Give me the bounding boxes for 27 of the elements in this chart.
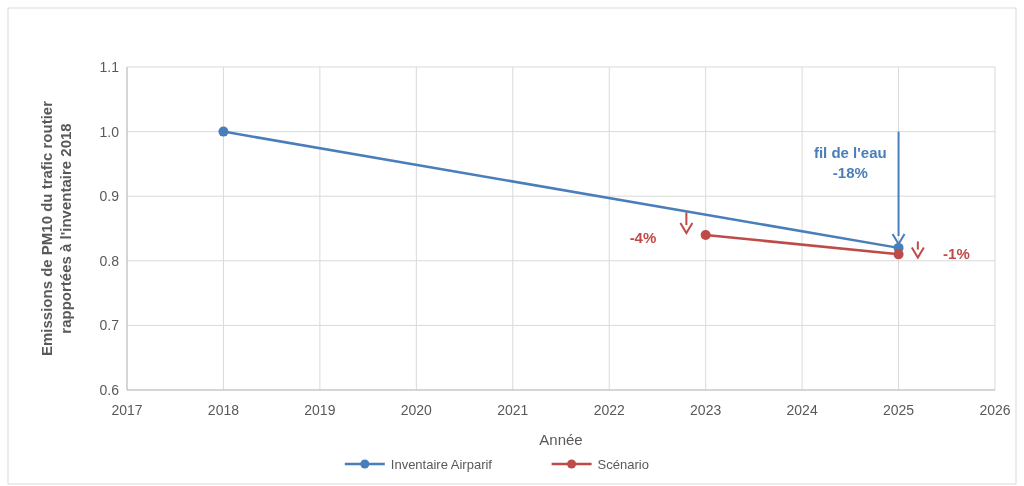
annotation: -4% — [629, 229, 657, 247]
x-tick-label: 2018 — [207, 402, 240, 418]
y-tick-label: 0.6 — [99, 382, 120, 398]
y-tick-label: 0.9 — [99, 188, 120, 205]
x-tick-label: 2017 — [111, 402, 143, 418]
y-tick-label: 0.8 — [99, 252, 120, 269]
y-tick-label: 1.0 — [99, 123, 120, 140]
annotation: -1% — [943, 245, 970, 263]
y-tick-label: 1.1 — [99, 59, 120, 75]
x-tick-label: 2025 — [882, 402, 915, 418]
x-tick-label: 2024 — [786, 402, 818, 418]
x-tick-label: 2022 — [593, 402, 625, 418]
x-tick-label: 2023 — [690, 402, 722, 418]
y-tick-label: 0.7 — [99, 317, 120, 334]
annotation: -18% — [832, 163, 868, 181]
annotation: fil de l'eau — [813, 143, 887, 161]
legend-label: Scénario — [597, 457, 649, 472]
y-axis-title: Emissions de PM10 du trafic routier rapportées à l'inventaire 2018 — [38, 100, 74, 357]
x-tick-label: 2021 — [497, 402, 529, 418]
point — [893, 249, 904, 260]
x-tick-label: 2026 — [979, 402, 1011, 418]
x-axis-title: Année — [539, 431, 583, 448]
legend-label: Inventaire Airparif — [390, 457, 493, 472]
point — [218, 126, 229, 137]
point — [700, 229, 711, 240]
x-tick-label: 2020 — [400, 402, 433, 418]
x-tick-label: 2019 — [304, 402, 336, 418]
